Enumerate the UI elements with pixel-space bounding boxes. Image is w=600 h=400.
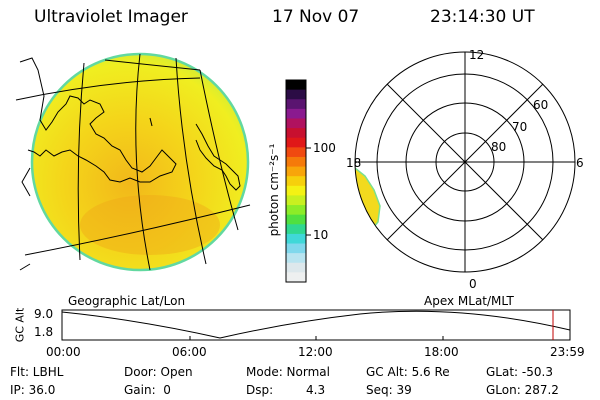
colorbar-segment (286, 89, 306, 100)
orbit-x-tick-0600: 06:00 (172, 345, 207, 359)
polar-plot (354, 51, 576, 273)
lat-label-80: 80 (491, 140, 507, 154)
colorbar (286, 80, 306, 283)
colorbar-segment (286, 156, 306, 168)
orbit-x-tick-1800: 18:00 (424, 345, 459, 359)
colorbar-tick-label-100: 100 (313, 141, 336, 155)
colorbar-segment (286, 176, 306, 187)
status-glat: GLat: -50.3 (486, 365, 553, 379)
image-date: 17 Nov 07 (272, 7, 360, 27)
colorbar-segment (286, 195, 306, 206)
colorbar-segment (286, 137, 306, 148)
colorbar-segment (286, 243, 306, 254)
orbit-x-tick-1200: 12:00 (298, 345, 333, 359)
status-dsp-value: 4.3 (306, 383, 326, 397)
colorbar-segment (286, 80, 306, 91)
orbit-plot (61, 309, 571, 341)
colorbar-segment (286, 99, 306, 110)
lat-label-60: 60 (533, 98, 549, 112)
colorbar-segment (286, 233, 306, 245)
status-ip: IP: 36.0 (10, 383, 56, 397)
status-door: Door: Open (124, 365, 193, 379)
orbit-y-axis-label: GC Alt (13, 307, 27, 343)
colorbar-segment (286, 272, 306, 283)
colorbar-segment (286, 253, 306, 264)
colorbar-segment (286, 118, 306, 129)
status-dsp-label: Dsp: (246, 383, 274, 397)
status-flt: Flt: LBHL (10, 365, 64, 379)
colorbar-segment (286, 205, 306, 216)
mlt-label-18: 18 (346, 156, 362, 170)
status-glon: GLon: 287.2 (486, 383, 559, 397)
lat-label-70: 70 (512, 120, 528, 134)
colorbar-segment (286, 262, 306, 273)
colorbar-segment (286, 108, 306, 120)
orbit-x-tick-0000: 00:00 (46, 345, 81, 359)
mlt-label-6: 6 (576, 156, 584, 170)
mlt-label-12: 12 (469, 48, 485, 62)
colorbar-segment (286, 185, 306, 197)
colorbar-frame (285, 79, 307, 283)
colorbar-segment (286, 166, 306, 177)
colorbar-segment (286, 128, 306, 139)
coastline-outlines (19, 57, 241, 197)
earth-disk-image (30, 52, 250, 272)
geographic-grid (15, 53, 251, 271)
apex-caption: Apex MLat/MLT (424, 294, 514, 308)
colorbar-segment (286, 224, 306, 235)
orbit-y-top: 9.0 (34, 307, 54, 321)
image-time: 23:14:30 UT (430, 7, 535, 27)
status-mode: Mode: Normal (246, 365, 330, 379)
app-title: Ultraviolet Imager (34, 7, 188, 27)
colorbar-unit-label: photon cm⁻²s⁻¹ (267, 143, 281, 237)
orbit-altitude-curve (61, 310, 571, 339)
orbit-y-bottom: 1.8 (34, 325, 54, 339)
status-gc-alt: GC Alt: 5.6 Re (366, 365, 450, 379)
status-gain: Gain: 0 (124, 383, 171, 397)
status-seq: Seq: 39 (366, 383, 412, 397)
colorbar-segment (286, 147, 306, 158)
orbit-x-tick-2359: 23:59 (550, 345, 585, 359)
colorbar-segment (286, 214, 306, 225)
colorbar-tick-label-10: 10 (313, 228, 329, 242)
geographic-caption: Geographic Lat/Lon (68, 294, 186, 308)
mlt-label-0: 0 (469, 277, 477, 291)
